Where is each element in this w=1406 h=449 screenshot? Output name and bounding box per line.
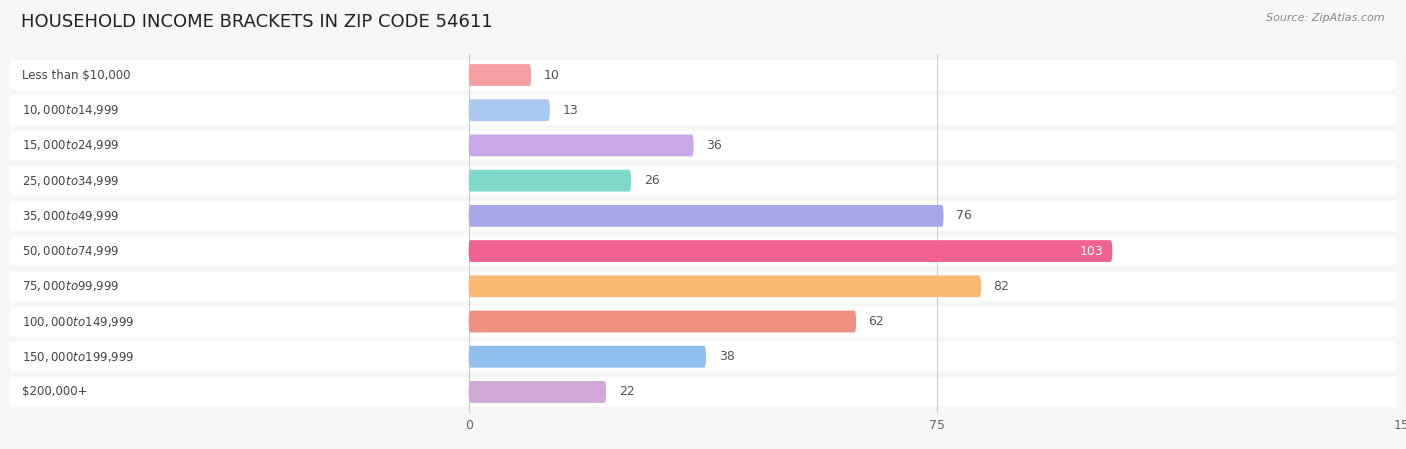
Text: 36: 36: [706, 139, 721, 152]
FancyBboxPatch shape: [468, 381, 606, 403]
Text: 13: 13: [562, 104, 578, 117]
Text: $50,000 to $74,999: $50,000 to $74,999: [22, 244, 120, 258]
Text: 82: 82: [994, 280, 1010, 293]
Text: $25,000 to $34,999: $25,000 to $34,999: [22, 174, 120, 188]
Text: 26: 26: [644, 174, 659, 187]
FancyBboxPatch shape: [10, 377, 1396, 407]
FancyBboxPatch shape: [468, 135, 693, 156]
FancyBboxPatch shape: [10, 342, 1396, 371]
Text: Source: ZipAtlas.com: Source: ZipAtlas.com: [1267, 13, 1385, 23]
FancyBboxPatch shape: [10, 307, 1396, 336]
FancyBboxPatch shape: [10, 131, 1396, 160]
Text: $10,000 to $14,999: $10,000 to $14,999: [22, 103, 120, 117]
FancyBboxPatch shape: [468, 346, 706, 368]
Text: HOUSEHOLD INCOME BRACKETS IN ZIP CODE 54611: HOUSEHOLD INCOME BRACKETS IN ZIP CODE 54…: [21, 13, 492, 31]
Text: 22: 22: [619, 385, 634, 398]
Text: 103: 103: [1080, 245, 1102, 258]
Text: $100,000 to $149,999: $100,000 to $149,999: [22, 314, 135, 329]
FancyBboxPatch shape: [10, 201, 1396, 231]
FancyBboxPatch shape: [468, 170, 631, 192]
Text: $15,000 to $24,999: $15,000 to $24,999: [22, 138, 120, 153]
FancyBboxPatch shape: [468, 311, 856, 332]
Text: $75,000 to $99,999: $75,000 to $99,999: [22, 279, 120, 293]
FancyBboxPatch shape: [10, 166, 1396, 195]
Text: Less than $10,000: Less than $10,000: [22, 69, 131, 82]
Text: $35,000 to $49,999: $35,000 to $49,999: [22, 209, 120, 223]
FancyBboxPatch shape: [468, 275, 981, 297]
Text: $150,000 to $199,999: $150,000 to $199,999: [22, 350, 135, 364]
FancyBboxPatch shape: [10, 236, 1396, 266]
Text: 76: 76: [956, 209, 972, 222]
Text: 38: 38: [718, 350, 734, 363]
FancyBboxPatch shape: [468, 99, 550, 121]
Text: 62: 62: [869, 315, 884, 328]
FancyBboxPatch shape: [10, 272, 1396, 301]
FancyBboxPatch shape: [10, 60, 1396, 90]
FancyBboxPatch shape: [10, 96, 1396, 125]
Text: $200,000+: $200,000+: [22, 385, 87, 398]
FancyBboxPatch shape: [468, 64, 531, 86]
FancyBboxPatch shape: [468, 205, 943, 227]
Text: 10: 10: [544, 69, 560, 82]
FancyBboxPatch shape: [468, 240, 1112, 262]
